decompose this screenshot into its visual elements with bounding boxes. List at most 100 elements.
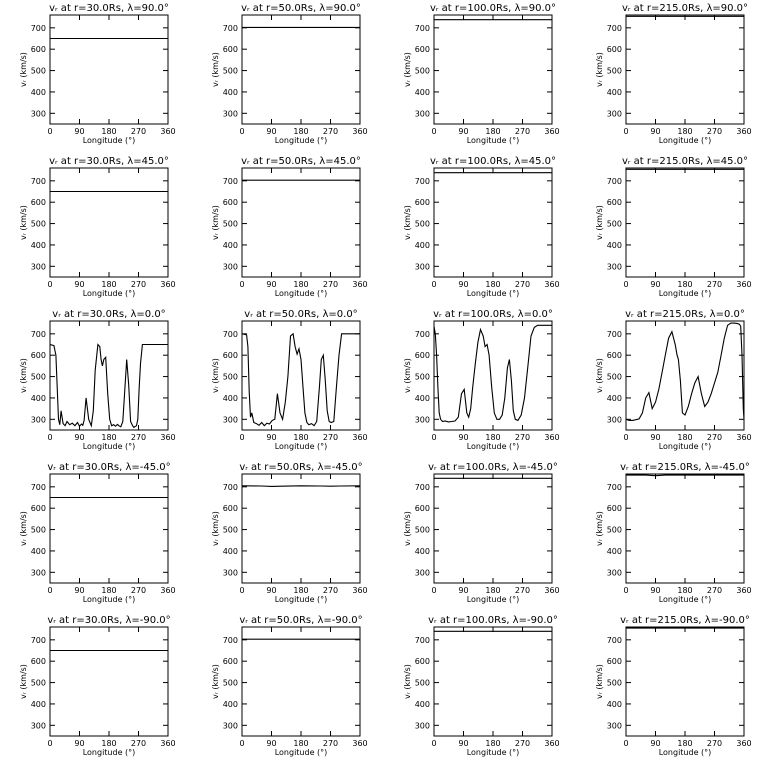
y-tick-label: 700	[607, 330, 622, 339]
x-tick-label: 0	[431, 280, 436, 289]
x-axis-label: Longitude (°)	[275, 595, 328, 604]
x-tick-label: 270	[515, 127, 530, 136]
plot-frame	[49, 473, 169, 584]
y-tick-label: 700	[223, 636, 238, 645]
y-tick-label: 300	[31, 721, 46, 730]
plot-panel-16: vᵣ at r=30.0Rs, λ=-90.0° 0 90 180 270 360 300 4…	[19, 615, 176, 757]
y-tick-label: 700	[607, 636, 622, 645]
x-tick-label: 0	[623, 739, 628, 748]
y-tick-label: 700	[31, 330, 46, 339]
x-tick-label: 270	[323, 739, 338, 748]
y-tick-label: 300	[607, 721, 622, 730]
x-tick-label: 180	[293, 739, 308, 748]
y-tick-label: 400	[31, 88, 46, 97]
x-tick-label: 180	[101, 433, 116, 442]
plot-title: vᵣ at r=50.0Rs, λ=-90.0°	[239, 615, 362, 626]
x-tick-label: 90	[650, 280, 660, 289]
y-tick-label: 400	[415, 394, 430, 403]
y-tick-label: 400	[607, 700, 622, 709]
x-tick-label: 0	[431, 586, 436, 595]
plot-panel-9: vᵣ at r=50.0Rs, λ=0.0° 0 90 180 270 360 300 400…	[211, 309, 368, 451]
plot-panel-11: vᵣ at r=215.0Rs, λ=0.0° 0 90 180 270 360 300 40…	[595, 309, 752, 451]
y-tick-label: 500	[415, 526, 430, 535]
plot-title: vᵣ at r=215.0Rs, λ=-90.0°	[620, 615, 750, 626]
x-tick-label: 180	[677, 127, 692, 136]
x-tick-label: 180	[101, 739, 116, 748]
y-tick-label: 300	[607, 109, 622, 118]
plot-frame	[433, 167, 553, 278]
x-tick-label: 90	[74, 586, 84, 595]
plot-title: vᵣ at r=50.0Rs, λ=90.0°	[241, 3, 361, 14]
y-tick-label: 300	[607, 568, 622, 577]
x-tick-label: 90	[74, 127, 84, 136]
y-axis-label: vᵣ (km/s)	[595, 511, 604, 546]
plot-title: vᵣ at r=100.0Rs, λ=-45.0°	[428, 462, 558, 473]
x-axis-label: Longitude (°)	[467, 748, 520, 757]
plot-title: vᵣ at r=215.0Rs, λ=45.0°	[622, 156, 748, 167]
y-tick-label: 700	[223, 177, 238, 186]
plot-panel-14: vᵣ at r=100.0Rs, λ=-45.0° 0 90 180 270 360 300…	[403, 462, 560, 604]
y-tick-label: 600	[31, 198, 46, 207]
plot-panel-18: vᵣ at r=100.0Rs, λ=-90.0° 0 90 180 270 360 300…	[403, 615, 560, 757]
y-tick-label: 400	[31, 394, 46, 403]
y-tick-label: 300	[415, 721, 430, 730]
y-tick-label: 600	[607, 657, 622, 666]
x-tick-label: 270	[707, 739, 722, 748]
y-tick-label: 600	[31, 657, 46, 666]
y-tick-label: 500	[415, 679, 430, 688]
y-tick-label: 700	[31, 24, 46, 33]
y-tick-label: 300	[415, 109, 430, 118]
y-tick-label: 400	[415, 547, 430, 556]
x-tick-label: 180	[677, 433, 692, 442]
y-tick-label: 700	[31, 177, 46, 186]
x-tick-label: 0	[239, 280, 244, 289]
x-axis-label: Longitude (°)	[275, 289, 328, 298]
x-tick-label: 0	[47, 433, 52, 442]
x-tick-label: 90	[266, 127, 276, 136]
x-tick-label: 180	[485, 586, 500, 595]
y-tick-label: 500	[223, 220, 238, 229]
y-tick-label: 700	[607, 483, 622, 492]
y-tick-label: 700	[415, 24, 430, 33]
plot-title: vᵣ at r=50.0Rs, λ=45.0°	[241, 156, 361, 167]
y-axis-label: vᵣ (km/s)	[19, 358, 28, 393]
y-tick-label: 400	[31, 547, 46, 556]
y-tick-label: 300	[31, 262, 46, 271]
y-tick-label: 300	[223, 109, 238, 118]
x-tick-label: 180	[293, 433, 308, 442]
plot-title: vᵣ at r=30.0Rs, λ=-90.0°	[47, 615, 170, 626]
x-tick-label: 0	[431, 127, 436, 136]
y-axis-label: vᵣ (km/s)	[19, 664, 28, 699]
y-tick-label: 400	[415, 700, 430, 709]
x-tick-label: 90	[458, 127, 468, 136]
x-tick-label: 90	[74, 280, 84, 289]
x-tick-label: 360	[736, 739, 751, 748]
x-tick-label: 270	[323, 127, 338, 136]
x-tick-label: 360	[544, 280, 559, 289]
plot-title: vᵣ at r=30.0Rs, λ=45.0°	[49, 156, 169, 167]
x-tick-label: 360	[736, 586, 751, 595]
x-tick-label: 180	[293, 586, 308, 595]
x-tick-label: 0	[623, 586, 628, 595]
y-tick-label: 600	[607, 45, 622, 54]
y-tick-label: 500	[607, 67, 622, 76]
plot-frame	[241, 167, 361, 278]
x-tick-label: 90	[650, 433, 660, 442]
y-axis-label: vᵣ (km/s)	[211, 664, 220, 699]
plot-frame	[241, 473, 361, 584]
y-tick-label: 700	[415, 330, 430, 339]
x-tick-label: 0	[47, 739, 52, 748]
plot-title: vᵣ at r=30.0Rs, λ=-45.0°	[47, 462, 170, 473]
y-tick-label: 600	[31, 45, 46, 54]
plot-frame	[625, 473, 745, 584]
x-tick-label: 270	[131, 127, 146, 136]
y-tick-label: 700	[607, 177, 622, 186]
x-tick-label: 360	[544, 433, 559, 442]
x-tick-label: 270	[131, 433, 146, 442]
y-tick-label: 600	[223, 351, 238, 360]
x-tick-label: 90	[266, 739, 276, 748]
x-tick-label: 270	[323, 280, 338, 289]
plot-panel-8: vᵣ at r=30.0Rs, λ=0.0° 0 90 180 270 360 300 400…	[19, 309, 176, 451]
y-tick-label: 600	[607, 504, 622, 513]
y-tick-label: 500	[415, 373, 430, 382]
